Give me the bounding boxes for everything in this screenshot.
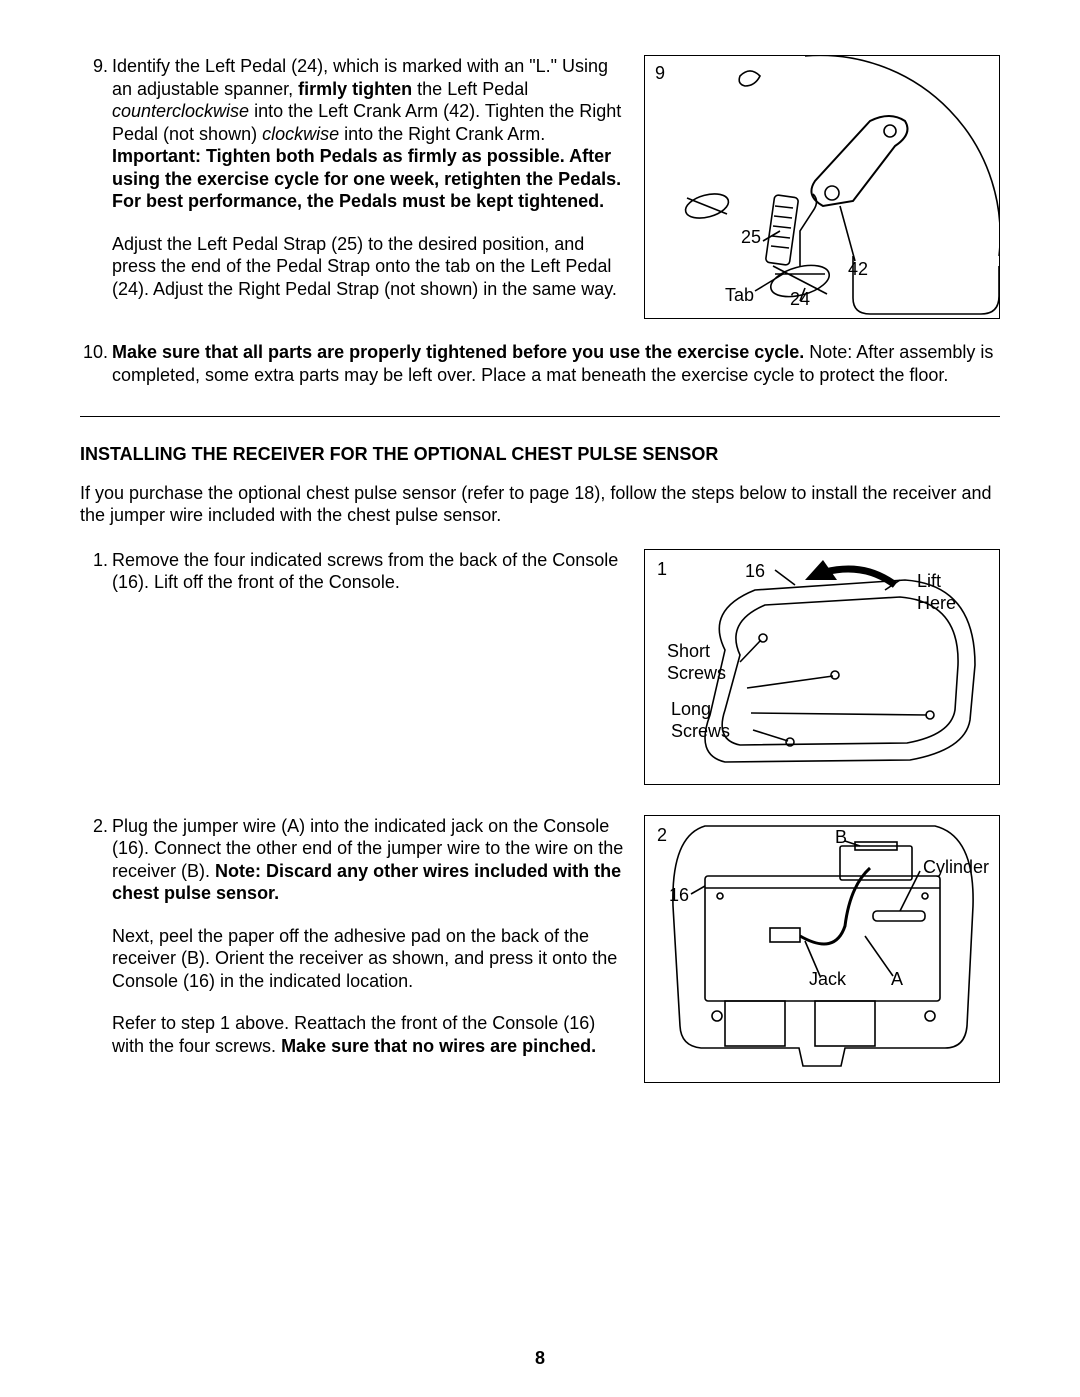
t: Make sure that no wires are pinched. [281,1036,596,1056]
step-number: 10. [80,341,112,364]
substep-2-p2: Next, peel the paper off the adhesive pa… [112,925,626,993]
step-number: 2. [80,815,112,838]
substep-1: 1. Remove the four indicated screws from… [80,549,1000,785]
t: the Left Pedal [412,79,528,99]
label-b: B [835,826,847,849]
t: firmly tighten [298,79,412,99]
step-9-figure: 9 25 42 Tab 24 [644,55,1000,319]
step-9-text: Identify the Left Pedal (24), which is m… [112,55,644,300]
step-number: 9. [80,55,112,78]
label-25: 25 [741,226,761,249]
step-9: 9. Identify the Left Pedal (24), which i… [80,55,1000,319]
t: counterclockwise [112,101,249,121]
section-intro: If you purchase the optional chest pulse… [80,482,1000,527]
page-number: 8 [0,1347,1080,1370]
label-lift: Lift Here [917,570,977,615]
substep-2-p3: Refer to step 1 above. Reattach the fron… [112,1012,626,1057]
step-10-text: Make sure that all parts are properly ti… [112,341,1000,386]
label-cylinder: Cylinder [923,856,989,879]
section-divider [80,416,1000,417]
label-short-screws: Short Screws [667,640,737,685]
substep-1-text: Remove the four indicated screws from th… [112,549,644,594]
label-jack: Jack [809,968,846,991]
fig-number: 9 [655,62,665,85]
substep-2: 2. Plug the jumper wire (A) into the ind… [80,815,1000,1083]
label-42: 42 [848,258,868,281]
section-title: INSTALLING THE RECEIVER FOR THE OPTIONAL… [80,443,1000,466]
label-long-screws: Long Screws [671,698,741,743]
label-tab: Tab [725,284,754,307]
step-10: 10. Make sure that all parts are properl… [80,341,1000,386]
fig-number: 2 [657,824,667,847]
substep-1-p1: Remove the four indicated screws from th… [112,549,626,594]
step-9-p1: Identify the Left Pedal (24), which is m… [112,55,626,213]
label-24: 24 [790,288,810,311]
t: into the Right Crank Arm. [339,124,545,144]
step-number: 1. [80,549,112,572]
fig-number: 1 [657,558,667,581]
step-10-p1: Make sure that all parts are properly ti… [112,341,1000,386]
step-9-p2: Adjust the Left Pedal Strap (25) to the … [112,233,626,301]
substep-2-p1: Plug the jumper wire (A) into the indica… [112,815,626,905]
label-16: 16 [745,560,765,583]
label-16: 16 [669,884,689,907]
substep-2-text: Plug the jumper wire (A) into the indica… [112,815,644,1058]
label-a: A [891,968,903,991]
t: Make sure that all parts are properly ti… [112,342,804,362]
t: clockwise [262,124,339,144]
substep-1-figure: 1 16 Lift Here Short Screws Long Screws [644,549,1000,785]
t: Important: Tighten both Pedals as firmly… [112,146,621,211]
pedal-diagram-svg [645,56,999,318]
substep-2-figure: 2 B Cylinder 16 Jack A [644,815,1000,1083]
